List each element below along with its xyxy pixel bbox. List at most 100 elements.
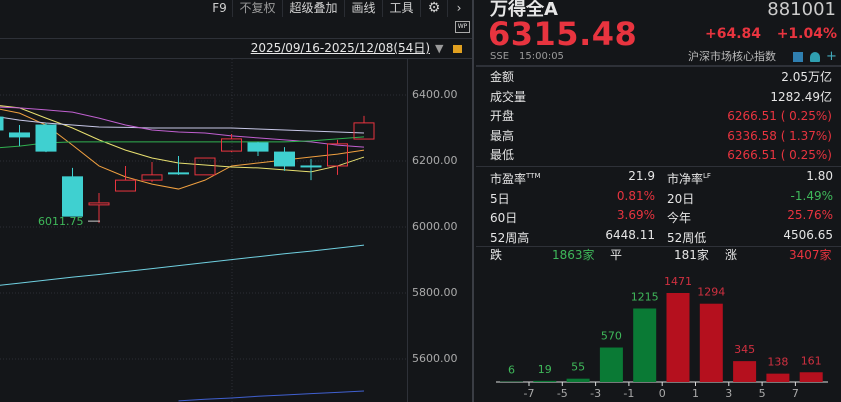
candle — [141, 174, 163, 181]
stat-value: 1282.49亿 — [770, 89, 832, 104]
y-tick-label: 5600.00 — [412, 352, 458, 365]
candle — [168, 172, 189, 175]
stat-label: 成交量 — [490, 89, 527, 104]
bell-icon[interactable] — [810, 52, 820, 62]
stat-label: 开盘 — [490, 109, 515, 123]
candle — [274, 151, 295, 167]
down-count: 1863家 — [552, 248, 595, 262]
up-count: 3407家 — [789, 248, 832, 262]
stat-value: 3.69% — [616, 208, 655, 222]
bar-value-label: 1294 — [697, 286, 725, 299]
security-code: 881001 — [767, 0, 836, 20]
edit-icon[interactable] — [793, 52, 803, 62]
stat-value: 6266.51 ( 0.25%) — [727, 109, 832, 123]
y-tick-label: 6200.00 — [412, 154, 458, 167]
dropdown-triangle-icon[interactable]: ▼ — [435, 42, 444, 55]
stat-label: 52周高 — [490, 230, 530, 245]
distribution-bar — [599, 347, 623, 382]
quote-time: 15:00:05 — [519, 51, 564, 62]
stat-label: 最高 — [490, 128, 515, 143]
y-tick-label: 6400.00 — [412, 88, 458, 101]
candle — [115, 179, 136, 192]
bar-value-label: 19 — [538, 363, 552, 376]
candle — [327, 143, 348, 167]
distribution-bar — [566, 378, 590, 382]
distribution-bar — [533, 380, 557, 382]
add-icon[interactable]: + — [826, 49, 837, 64]
distribution-bar — [799, 372, 823, 382]
distribution-bar — [733, 361, 757, 382]
distribution-bar — [633, 308, 657, 382]
stat-label: 60日 — [490, 211, 518, 225]
price-change-pct: +1.04% — [776, 26, 837, 42]
stat-value: 25.76% — [787, 208, 833, 222]
bar-value-label: 1471 — [664, 275, 692, 288]
adjust-button[interactable]: 不复权 — [233, 0, 283, 17]
stat-value: 6448.11 — [605, 227, 655, 242]
gear-icon[interactable]: ⚙ — [421, 0, 448, 17]
bar-value-label: 570 — [601, 330, 622, 343]
moving-average-line — [178, 390, 365, 402]
down-label: 跌 — [490, 248, 503, 262]
stat-label: 最低 — [490, 148, 515, 162]
stat-row: 最高 6336.58 ( 1.37%) — [484, 127, 836, 146]
candle — [194, 157, 216, 176]
stat-value: 1.80 — [806, 169, 833, 183]
wp-icon[interactable]: WP — [455, 21, 470, 33]
f9-button[interactable]: F9 — [207, 0, 233, 17]
price-change: +64.84 — [705, 26, 762, 42]
x-tick-label: -3 — [590, 387, 601, 400]
distribution-bar — [766, 373, 790, 382]
stat-value: 21.9 — [628, 169, 655, 183]
stat-row: 最低 6266.51 ( 0.25%) — [484, 146, 836, 165]
distribution-bar — [666, 293, 690, 382]
x-tick-label: 0 — [659, 387, 666, 400]
low-price-label: 6011.75 — [38, 215, 84, 228]
stat-label: 金额 — [490, 70, 515, 84]
stat-label: 5日 — [490, 191, 510, 206]
bar-value-label: 138 — [767, 356, 788, 369]
candle — [300, 165, 322, 168]
distribution-bar — [699, 303, 723, 382]
bar-value-label: 161 — [801, 354, 822, 367]
exchange: SSE — [490, 51, 510, 62]
index-category: 沪深市场核心指数 — [688, 50, 776, 63]
chevron-right-icon[interactable]: › — [456, 1, 462, 15]
x-tick-label: -5 — [557, 387, 568, 400]
draw-line-button[interactable]: 画线 — [345, 0, 383, 17]
moving-average-line — [0, 116, 365, 134]
flat-label: 平 — [610, 248, 623, 262]
y-tick-label: 6000.00 — [412, 220, 458, 233]
change-distribution-chart: 6 19 55 570 1215 1471 1294 345 138 161 -7 -5 -3 -1 0 1 3… — [496, 275, 828, 400]
overlay-button[interactable]: 超级叠加 — [283, 0, 345, 17]
stat-value: 2.05万亿 — [781, 70, 832, 84]
x-tick-label: 3 — [725, 387, 732, 400]
stat-value: 4506.65 — [783, 227, 833, 242]
tools-button[interactable]: 工具 — [383, 0, 421, 17]
candle — [247, 142, 269, 152]
last-price: 6315.48 — [488, 15, 638, 53]
x-tick-label: 5 — [759, 387, 766, 400]
lock-icon[interactable] — [453, 45, 462, 53]
stat-label: 52周低 — [667, 230, 707, 245]
bar-value-label: 345 — [734, 343, 755, 356]
stat-value: 0.81% — [616, 188, 655, 203]
stat-label: 市净率LF — [667, 172, 711, 186]
stat-value: 6266.51 ( 0.25%) — [727, 148, 832, 162]
bar-value-label: 1215 — [631, 290, 659, 303]
stat-row: 开盘 6266.51 ( 0.25%) — [484, 107, 836, 126]
candle — [221, 138, 242, 152]
moving-average-line — [0, 244, 365, 286]
stat-label: 20日 — [667, 191, 695, 206]
x-tick-label: -7 — [524, 387, 535, 400]
stat-row: 金额 2.05万亿 — [484, 68, 836, 87]
security-name: 万得全A — [490, 0, 558, 20]
candle — [0, 116, 4, 131]
up-label: 涨 — [725, 248, 738, 262]
candlestick-chart[interactable]: 6011.75 — [0, 0, 472, 402]
x-tick-label: -1 — [623, 387, 634, 400]
candle — [88, 202, 110, 206]
candle — [35, 124, 57, 152]
stat-value: -1.49% — [790, 188, 833, 203]
date-range[interactable]: 2025/09/16-2025/12/08(54日) — [250, 41, 430, 55]
